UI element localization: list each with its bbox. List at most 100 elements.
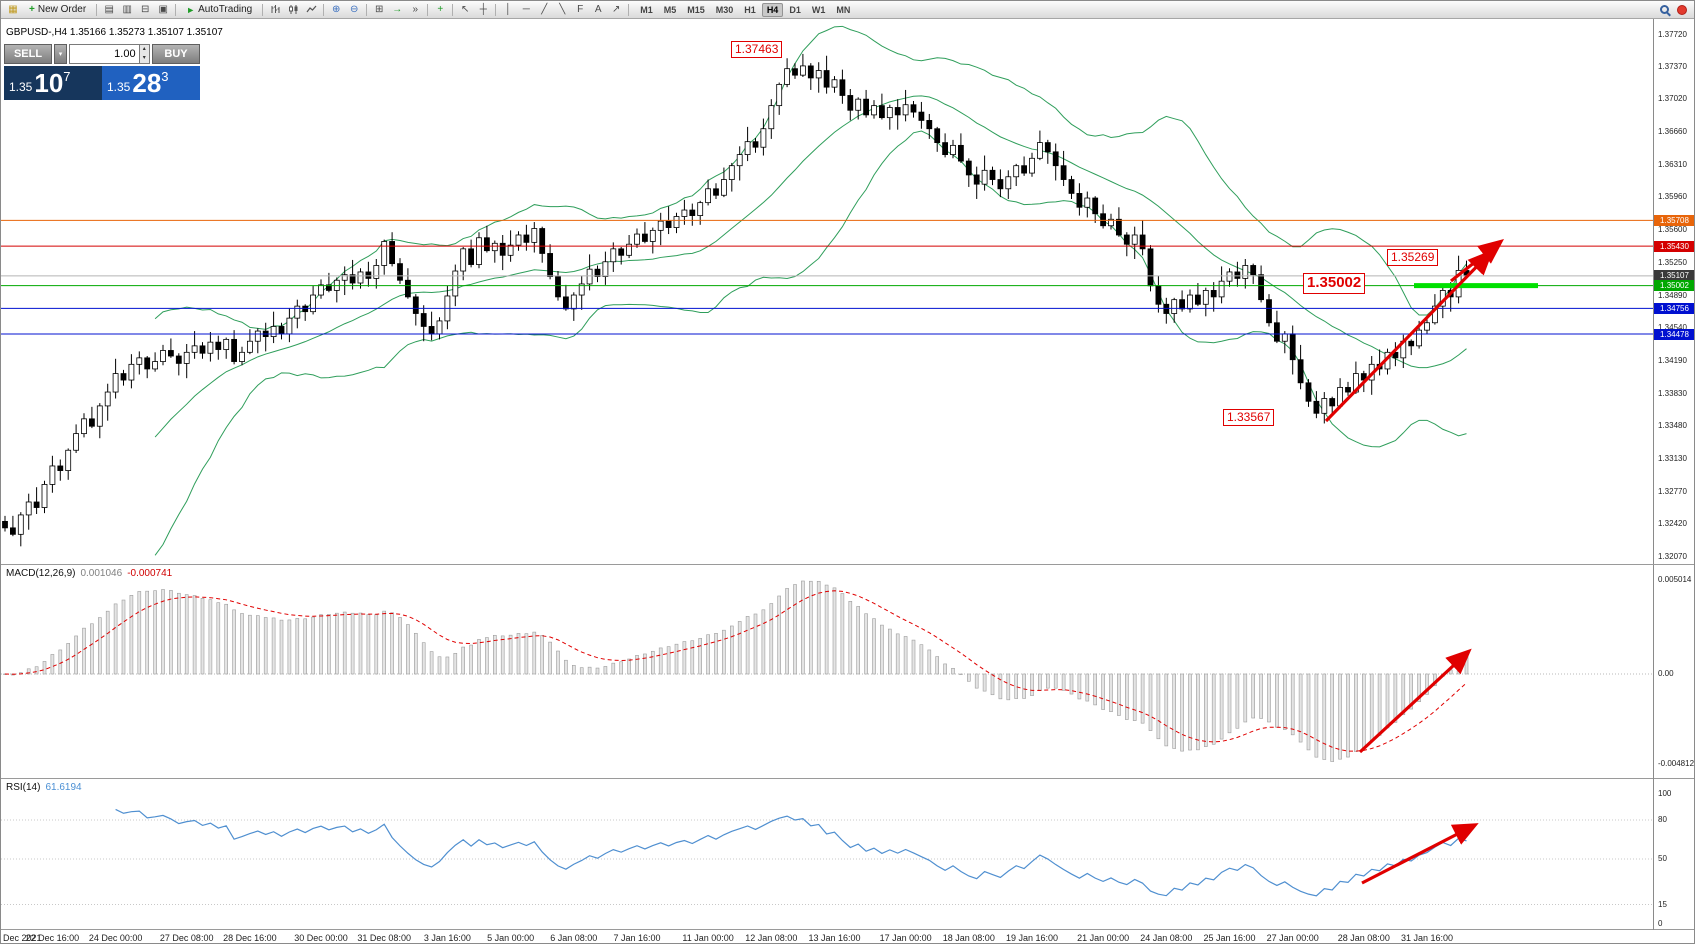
- zoom-in-icon[interactable]: ⊕: [332, 4, 341, 15]
- candlestick-glyph: [288, 5, 298, 14]
- time-label: 31 Dec 08:00: [357, 933, 411, 943]
- time-label: Dec 2021: [3, 933, 42, 943]
- red-badge: [1677, 4, 1687, 15]
- timeframe-m30[interactable]: M30: [711, 3, 739, 17]
- quote-prices: 1.35 10 7 1.35 28 3: [4, 66, 200, 100]
- rsi-tick: 15: [1658, 899, 1667, 909]
- sell-price-display[interactable]: 1.35 10 7: [4, 66, 102, 100]
- autotrading-button[interactable]: ► AutoTrading: [180, 2, 258, 17]
- price-tick: 1.32770: [1658, 486, 1687, 496]
- terminal-icon[interactable]: ▣: [158, 4, 168, 15]
- one-click-trading-widget: SELL ▾ ▴ ▾ BUY 1.35 10 7 1.3: [4, 44, 200, 100]
- rsi-trend-arrow[interactable]: [1361, 823, 1479, 885]
- rsi-tick: 50: [1658, 854, 1667, 863]
- navigator-icon[interactable]: ⊟: [141, 4, 150, 15]
- price-annotation[interactable]: 1.37463: [731, 41, 783, 58]
- support-highlight[interactable]: [1414, 283, 1538, 289]
- separator: [366, 3, 368, 16]
- price-tick: 1.35960: [1658, 192, 1687, 202]
- tile-windows-icon[interactable]: ⊞: [375, 4, 384, 15]
- buy-price-sup: 3: [161, 69, 169, 84]
- time-label: 24 Dec 00:00: [88, 933, 143, 943]
- time-label: 28 Dec 16:00: [223, 933, 277, 943]
- spin-down-icon[interactable]: ▾: [139, 54, 149, 63]
- macd-trend-arrow[interactable]: [1358, 648, 1472, 754]
- zoom-out-icon[interactable]: ⊖: [350, 4, 359, 15]
- separator: [96, 3, 98, 16]
- data-window-icon[interactable]: ▥: [122, 4, 132, 15]
- price-annotation[interactable]: 1.35269: [1387, 249, 1439, 266]
- sell-dropdown[interactable]: ▾: [54, 44, 67, 64]
- chart-window-icon[interactable]: ▦: [8, 4, 18, 15]
- timeframe-d1[interactable]: D1: [784, 3, 806, 17]
- cursor-icon[interactable]: ↖: [461, 4, 470, 15]
- time-label: 25 Jan 16:00: [1203, 933, 1256, 943]
- volume-input[interactable]: [69, 44, 140, 64]
- trendline-tool-icon[interactable]: ╱: [541, 4, 548, 15]
- indicators-icon[interactable]: +: [437, 4, 444, 15]
- time-label: 11 Jan 00:00: [682, 933, 734, 943]
- new-order-button[interactable]: + New Order: [23, 2, 92, 17]
- search-icon[interactable]: [1656, 2, 1672, 17]
- new-order-label: New Order: [37, 4, 87, 15]
- time-label: 7 Jan 16:00: [613, 933, 661, 943]
- price-tick: 1.33130: [1658, 453, 1687, 463]
- buy-button[interactable]: BUY: [152, 44, 200, 64]
- autotrading-label: AutoTrading: [198, 4, 253, 15]
- macd-signal-line: [4, 590, 1467, 752]
- buy-price-display[interactable]: 1.35 28 3: [102, 66, 200, 100]
- auto-scroll-icon[interactable]: →: [392, 4, 403, 15]
- time-label: 30 Dec 00:00: [294, 933, 348, 943]
- macd-name: MACD(12,26,9): [6, 568, 76, 579]
- price-tag-1.34756: 1.34756: [1654, 302, 1694, 314]
- candlestick-chart-icon[interactable]: [285, 2, 301, 17]
- time-axis[interactable]: Dec 2021 22 Dec 16:00 24 Dec 00:00 27 Dec 0…: [1, 929, 1694, 943]
- time-label: 21 Jan 00:00: [1077, 933, 1130, 943]
- sell-button[interactable]: SELL: [4, 44, 52, 64]
- price-annotation[interactable]: 1.33567: [1223, 409, 1275, 426]
- channel-tool-icon[interactable]: ╲: [559, 4, 566, 15]
- price-tag-1.35002: 1.35002: [1654, 280, 1694, 292]
- price-tick: 1.36660: [1658, 127, 1687, 137]
- bar-chart-icon[interactable]: [267, 2, 283, 17]
- timeframe-m1[interactable]: M1: [635, 3, 658, 17]
- time-label: 28 Jan 08:00: [1337, 933, 1390, 943]
- separator: [452, 3, 454, 16]
- trend-arrow-2[interactable]: [1450, 239, 1505, 283]
- plus-icon: +: [29, 4, 35, 15]
- macd-tick: -0.004812: [1658, 758, 1695, 768]
- line-chart-icon[interactable]: [303, 2, 319, 17]
- spin-up-icon[interactable]: ▴: [139, 45, 149, 54]
- price-tick: 1.34890: [1658, 290, 1687, 300]
- vertical-line-tool-icon[interactable]: │: [505, 4, 512, 15]
- chart-shift-icon[interactable]: »: [412, 4, 419, 15]
- market-watch-icon[interactable]: ▤: [104, 4, 114, 15]
- macd-canvas[interactable]: [1, 565, 1695, 779]
- timeframe-w1[interactable]: W1: [807, 3, 831, 17]
- arrows-tool-icon[interactable]: ↗: [612, 4, 621, 15]
- timeframe-m15[interactable]: M15: [682, 3, 710, 17]
- timeframe-m5[interactable]: M5: [659, 3, 682, 17]
- bb-upper: [154, 25, 1467, 330]
- time-label: 18 Jan 08:00: [942, 933, 995, 943]
- candles-layer: [2, 53, 1470, 547]
- text-tool-icon[interactable]: A: [594, 4, 602, 15]
- price-annotation[interactable]: 1.35002: [1303, 273, 1366, 294]
- symbol-ohlc-header: GBPUSD-,H4 1.35166 1.35273 1.35107 1.351…: [6, 27, 223, 38]
- time-label: 24 Jan 08:00: [1140, 933, 1193, 943]
- fibonacci-tool-icon[interactable]: F: [577, 4, 584, 15]
- price-tick: 1.34190: [1658, 355, 1687, 365]
- timeframe-h1[interactable]: H1: [739, 3, 761, 17]
- magnifier-glyph: [1659, 5, 1669, 14]
- horizontal-line-tool-icon[interactable]: ─: [522, 4, 530, 15]
- timeframe-mn[interactable]: MN: [831, 3, 855, 17]
- timeframe-h4[interactable]: H4: [761, 2, 784, 17]
- time-label: 17 Jan 00:00: [879, 933, 932, 943]
- main-chart-canvas[interactable]: [1, 19, 1695, 564]
- trend-arrow-1[interactable]: [1324, 249, 1494, 423]
- price-tick: 1.35250: [1658, 257, 1687, 267]
- crosshair-icon[interactable]: ┼: [479, 4, 487, 15]
- rsi-canvas[interactable]: [1, 779, 1695, 930]
- notification-icon[interactable]: [1674, 2, 1690, 17]
